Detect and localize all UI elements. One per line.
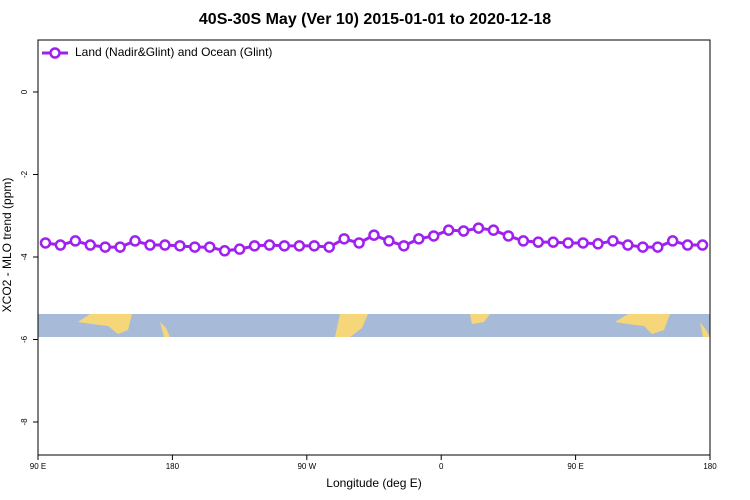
x-tick-label: 180 <box>703 462 717 471</box>
x-tick-label: 90 E <box>30 462 46 471</box>
data-point <box>517 235 530 247</box>
data-point <box>666 235 679 247</box>
x-tick-label: 90 W <box>297 462 316 471</box>
data-point <box>442 224 455 236</box>
data-point <box>427 230 440 242</box>
data-point <box>487 224 500 236</box>
data-point <box>54 239 67 251</box>
data-point <box>413 233 425 245</box>
data-point <box>577 237 589 249</box>
data-point <box>233 243 246 255</box>
data-point <box>129 235 141 247</box>
data-point <box>144 239 156 251</box>
data-point <box>383 235 395 247</box>
data-point <box>308 240 321 252</box>
data-point <box>472 222 485 234</box>
data-point <box>338 233 350 245</box>
chart-title: 40S-30S May (Ver 10) 2015-01-01 to 2020-… <box>199 11 551 28</box>
map-strip <box>38 314 710 337</box>
legend-marker <box>49 47 61 59</box>
y-tick-label: -2 <box>20 170 29 178</box>
x-tick-label: 90 E <box>567 462 583 471</box>
data-point <box>114 241 126 253</box>
y-tick-label: -6 <box>20 335 29 343</box>
plot-frame <box>37 39 711 456</box>
y-axis-label: XCO2 - MLO trend (ppm) <box>0 178 14 313</box>
data-point <box>84 239 97 251</box>
data-point <box>592 238 604 250</box>
data-point <box>457 225 470 237</box>
legend-label: Land (Nadir&Glint) and Ocean (Glint) <box>75 45 272 59</box>
data-point <box>39 237 52 249</box>
data-point <box>532 236 545 248</box>
data-point <box>293 240 306 252</box>
y-tick-label: 0 <box>20 89 29 94</box>
data-point <box>99 241 111 253</box>
y-tick-label: -8 <box>20 418 29 426</box>
data-point <box>637 241 649 253</box>
data-point <box>681 239 694 251</box>
x-axis-label: Longitude (deg E) <box>326 476 421 490</box>
data-point <box>651 241 664 253</box>
data-point <box>547 236 559 248</box>
data-point <box>159 239 171 251</box>
data-point <box>323 241 335 253</box>
y-tick-label: -4 <box>20 253 29 261</box>
x-tick-label: 180 <box>166 462 180 471</box>
data-point <box>218 245 231 257</box>
data-point <box>189 241 201 253</box>
data-point <box>248 240 261 252</box>
data-point <box>353 237 365 249</box>
data-point <box>562 237 574 249</box>
data-point <box>278 240 291 252</box>
data-point <box>203 241 216 253</box>
data-point <box>263 239 276 251</box>
data-point <box>607 235 619 247</box>
data-point <box>174 240 186 252</box>
data-point <box>696 239 709 251</box>
data-point <box>69 235 82 247</box>
x-tick-label: 0 <box>439 462 444 471</box>
data-point <box>398 240 410 252</box>
data-point <box>622 239 634 251</box>
data-point <box>368 229 380 241</box>
data-point <box>502 230 515 242</box>
